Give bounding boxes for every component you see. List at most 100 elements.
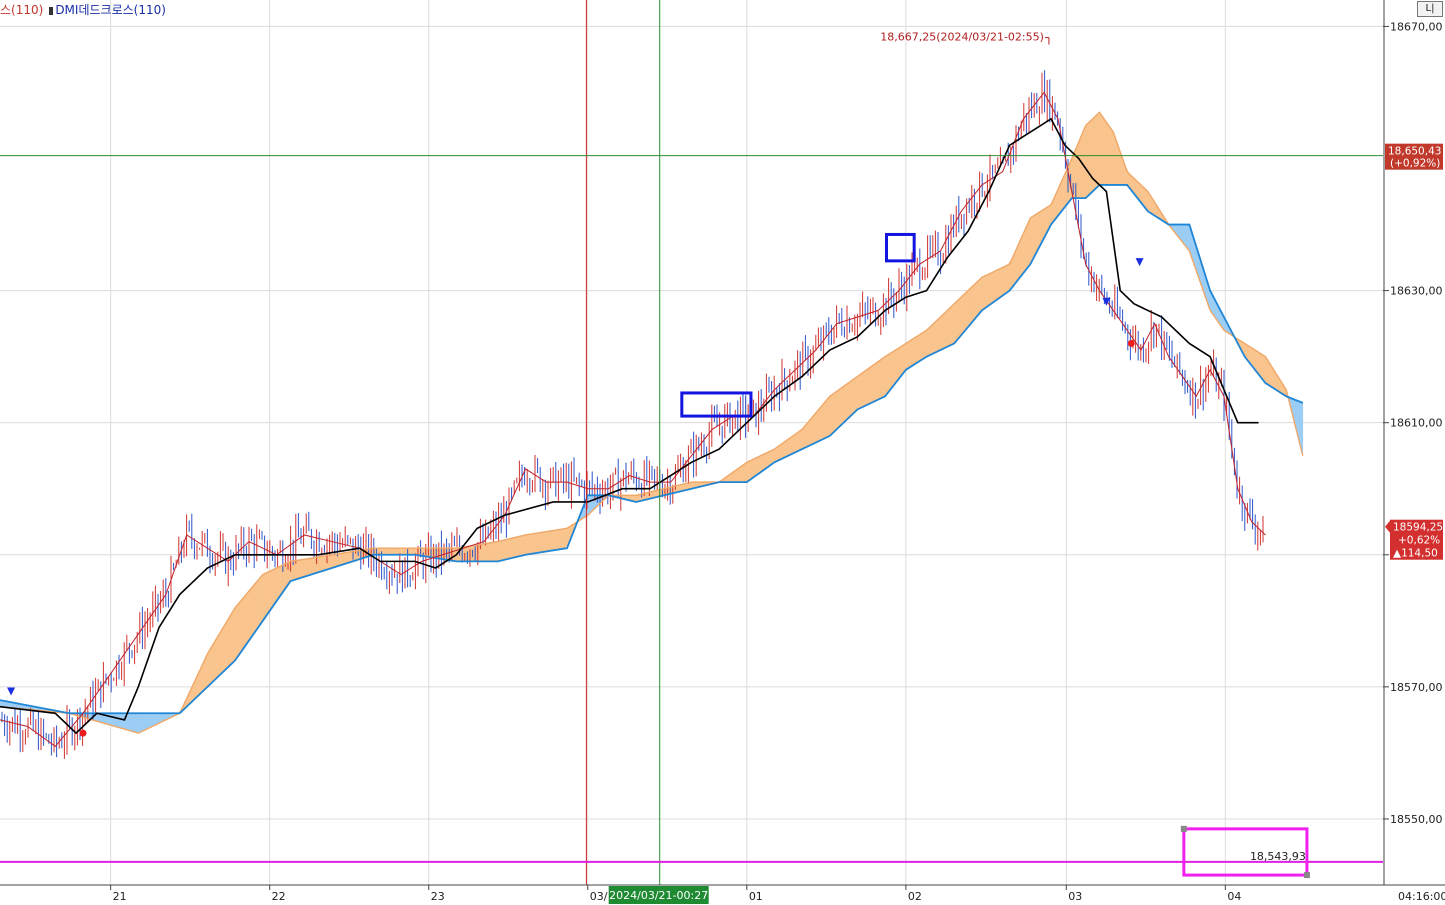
cloud-segment — [1102, 116, 1108, 186]
last-price-pointer — [1385, 520, 1390, 533]
cloud-segment — [911, 336, 917, 367]
cloud-segment — [850, 377, 856, 417]
cloud-segment — [551, 529, 557, 551]
cloud-segment — [985, 273, 991, 309]
overlays: 18,543,93 18,667,25(2024/03/21-02:55) — [0, 0, 1383, 885]
cloud-segment — [499, 539, 505, 562]
leading-span-a-line — [0, 111, 1304, 734]
cloud-segment — [907, 339, 913, 370]
cloud-segment — [251, 581, 257, 638]
highlight-box-magenta — [1182, 827, 1309, 877]
cloud-segment — [407, 547, 413, 556]
cloud-segment — [881, 355, 887, 399]
cloud-segment — [264, 571, 270, 619]
cloud-segment — [868, 364, 874, 405]
cloud-segment — [116, 712, 122, 729]
price-tags: 2024/03/21-00:27 18,650,43(+0,92%) 18594,2… — [608, 143, 1443, 904]
cloud-segment — [108, 712, 114, 727]
leading-span-b-line — [0, 184, 1304, 715]
sell-arrow-icon — [1102, 297, 1111, 306]
cloud-segment — [942, 310, 947, 350]
cloud-segment — [989, 270, 995, 306]
cloud-segment — [981, 275, 987, 312]
cloud-segment — [915, 333, 921, 364]
crosshair-change-label: (+0,92%) — [1390, 158, 1440, 170]
cloud-segment — [1107, 122, 1113, 186]
x-tick-label: 04 — [1227, 890, 1241, 903]
cloud-segment — [138, 712, 144, 734]
sell-arrow-icon — [7, 687, 16, 696]
cloud-segment — [972, 281, 978, 323]
signal-marks — [7, 258, 1144, 737]
highlight-box-blue — [885, 232, 916, 263]
box-handle — [1180, 825, 1187, 832]
cloud-segment — [538, 531, 544, 554]
cloud-segment — [394, 547, 400, 556]
x-tick-label: 23 — [431, 890, 445, 903]
x-tick-label: 21 — [113, 890, 127, 903]
cloud-segment — [121, 712, 127, 730]
grid-lines — [0, 0, 1383, 885]
cloud-segment — [855, 374, 861, 412]
cloud-segment — [129, 712, 135, 733]
last-price-change-pct: +0,62% — [1398, 535, 1440, 547]
last-price-box — [1390, 519, 1443, 560]
cloud-segment — [303, 558, 309, 578]
cloud-segment — [308, 557, 313, 576]
y-tick-label: 18570,00 — [1390, 681, 1443, 694]
cloud-segment — [481, 543, 487, 562]
box-handle — [1303, 872, 1310, 879]
cloud-segment — [381, 547, 387, 556]
buy-dot-icon — [1127, 339, 1135, 347]
cloud-segment — [929, 322, 934, 356]
cloud-segment — [525, 533, 531, 556]
cloud-segment — [255, 576, 261, 632]
cloud-segment — [490, 541, 496, 562]
cloud-segment — [833, 389, 839, 433]
cloud-segment — [503, 538, 509, 561]
x-tick-label: 01 — [749, 890, 763, 903]
y-tick-label: 18550,00 — [1390, 813, 1443, 826]
cloud-segment — [238, 597, 244, 657]
cloud-segment — [486, 542, 492, 562]
cloud-segment — [820, 401, 826, 441]
cloud-segment — [955, 297, 961, 343]
cloud-segment — [529, 533, 535, 555]
cloud-segment — [390, 547, 396, 556]
cloud-segment — [546, 530, 552, 552]
cloud-segment — [542, 531, 548, 553]
cloud-segment — [950, 302, 956, 346]
base-line — [0, 117, 1259, 735]
cloud-segment — [994, 268, 1000, 303]
cloud-segment — [1002, 264, 1008, 296]
cloud-segment — [143, 712, 148, 732]
cloud-segment — [234, 602, 240, 662]
y-tick-label: 18670,00 — [1390, 20, 1443, 33]
support-line-label: 18,543,93 — [1250, 850, 1306, 863]
cloud-segment — [933, 318, 939, 354]
cloud-segment — [242, 591, 248, 650]
cloud-segment — [872, 361, 878, 403]
cloud-segment — [920, 330, 926, 361]
layout-toggle-button[interactable]: L| — [1417, 1, 1443, 17]
cloud-segment — [555, 529, 561, 551]
y-axis: 18670,0018630,0018610,0018590,0018570,00… — [1383, 20, 1443, 826]
indicator-legend: 스(110) DMI데드크로스(110) — [0, 1, 166, 18]
crosshair-date-label: 2024/03/21-00:27 — [609, 889, 708, 902]
cloud-segment — [863, 367, 869, 407]
cloud-segment — [1085, 120, 1091, 199]
cloud-segment — [386, 547, 392, 556]
legend-dmi-label: DMI데드크로스(110) — [55, 3, 166, 17]
cloud-segment — [134, 712, 140, 734]
cloud-segment — [559, 528, 565, 550]
cloud-segment — [321, 555, 326, 572]
cloud-segment — [477, 543, 483, 562]
cloud-segment — [325, 554, 331, 571]
indicator-lines — [0, 91, 1304, 747]
cloud-segment — [520, 534, 526, 557]
y-tick-label: 18630,00 — [1390, 285, 1443, 298]
cloud-segment — [959, 293, 965, 338]
buy-dot-icon — [79, 729, 87, 737]
last-price-label: 18594,25 — [1393, 522, 1443, 534]
